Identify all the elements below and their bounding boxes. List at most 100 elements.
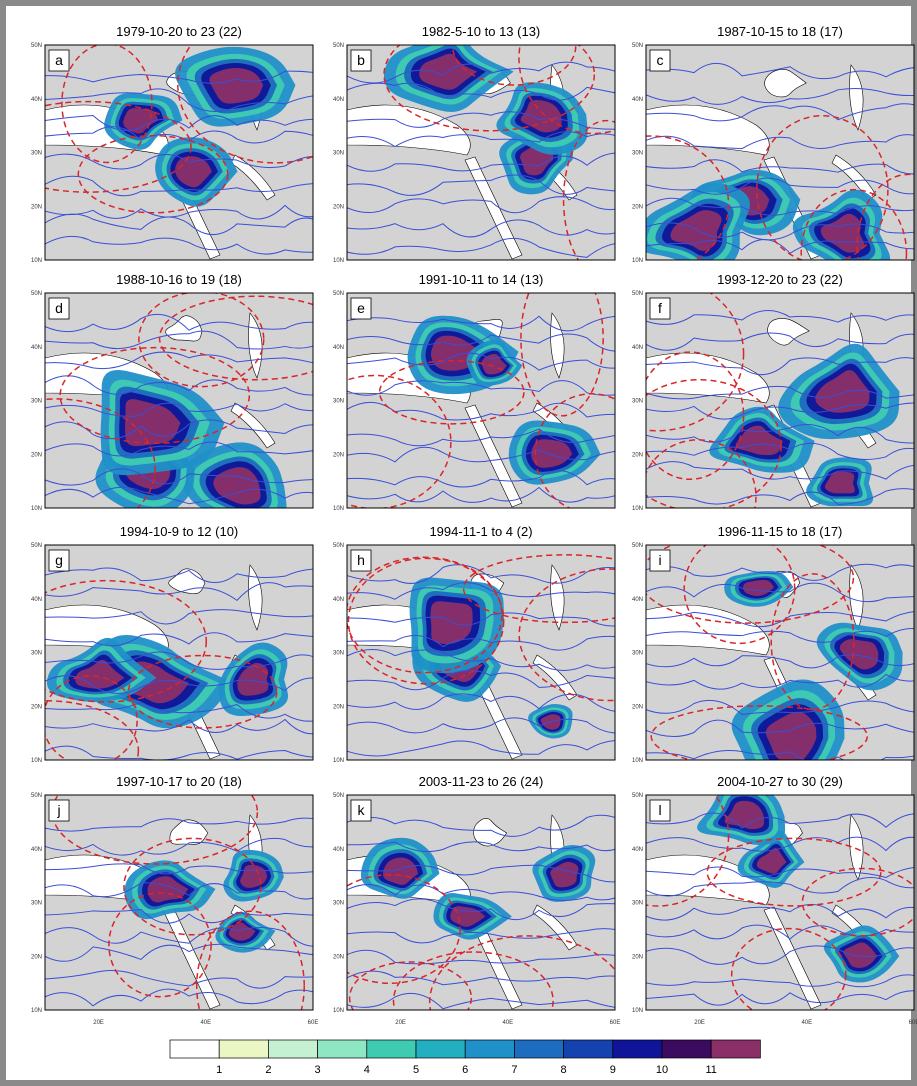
- lon-label: 60E: [909, 1020, 917, 1026]
- lat-label: 30N: [31, 151, 42, 157]
- figure: 1979-10-20 to 23 (22)a50N40N30N20N10N198…: [0, 0, 917, 1086]
- lat-label: 30N: [333, 399, 344, 405]
- colorbar-box: [268, 1040, 317, 1058]
- lon-label: 20E: [395, 1020, 406, 1026]
- colorbar-label: 10: [656, 1064, 668, 1076]
- map-panel: [639, 533, 917, 794]
- panel-title: 1994-11-1 to 4 (2): [429, 524, 532, 539]
- lat-label: 40N: [31, 345, 42, 351]
- lon-label: 20E: [694, 1020, 705, 1026]
- colorbar-label: 7: [511, 1064, 517, 1076]
- panel-title: 2004-10-27 to 30 (29): [717, 774, 843, 789]
- lat-label: 20N: [31, 954, 42, 960]
- colorbar-label: 5: [413, 1064, 419, 1076]
- lat-label: 40N: [333, 345, 344, 351]
- lat-label: 40N: [31, 97, 42, 103]
- panel-letter: b: [357, 52, 365, 68]
- lat-label: 50N: [333, 543, 344, 549]
- lat-label: 40N: [333, 847, 344, 853]
- lat-label: 30N: [333, 151, 344, 157]
- lat-label: 10N: [333, 758, 344, 764]
- lat-label: 20N: [632, 704, 643, 710]
- panel-title: 1988-10-16 to 19 (18): [116, 272, 242, 287]
- lat-label: 10N: [333, 258, 344, 264]
- lat-label: 10N: [31, 758, 42, 764]
- lat-label: 50N: [632, 43, 643, 49]
- panel-letter: a: [55, 52, 63, 68]
- lat-label: 40N: [632, 847, 643, 853]
- lat-label: 50N: [333, 291, 344, 297]
- lat-label: 10N: [632, 758, 643, 764]
- lat-label: 30N: [632, 151, 643, 157]
- lat-label: 10N: [31, 506, 42, 512]
- colorbar-label: 1: [216, 1064, 222, 1076]
- colorbar-box: [416, 1040, 465, 1058]
- panel-letter: j: [56, 802, 60, 818]
- colorbar-box: [514, 1040, 563, 1058]
- panel-title: 1993-12-20 to 23 (22): [717, 272, 843, 287]
- lat-label: 40N: [632, 97, 643, 103]
- lat-label: 20N: [333, 954, 344, 960]
- panel-letter: e: [357, 300, 365, 316]
- lat-label: 30N: [632, 901, 643, 907]
- lat-label: 10N: [632, 1008, 643, 1014]
- colorbar-box: [367, 1040, 416, 1058]
- lat-label: 20N: [31, 204, 42, 210]
- lat-label: 50N: [31, 43, 42, 49]
- lat-label: 10N: [333, 1008, 344, 1014]
- lat-label: 20N: [333, 704, 344, 710]
- panel-letter: i: [658, 552, 661, 568]
- panel-title: 1994-10-9 to 12 (10): [120, 524, 239, 539]
- lon-label: 40E: [502, 1020, 513, 1026]
- colorbar-box: [613, 1040, 662, 1058]
- colorbar-box: [170, 1040, 219, 1058]
- lat-label: 20N: [632, 204, 643, 210]
- panel-title: 1982-5-10 to 13 (13): [422, 24, 541, 39]
- panel-title: 1987-10-15 to 18 (17): [717, 24, 843, 39]
- lat-label: 50N: [333, 43, 344, 49]
- lat-label: 50N: [632, 793, 643, 799]
- lat-label: 30N: [632, 651, 643, 657]
- colorbar-box: [564, 1040, 613, 1058]
- lat-label: 30N: [632, 399, 643, 405]
- colorbar-label: 4: [364, 1064, 370, 1076]
- panel-title: 2003-11-23 to 26 (24): [419, 774, 544, 789]
- lon-label: 40E: [200, 1020, 211, 1026]
- panel-letter: k: [358, 802, 366, 818]
- lat-label: 10N: [333, 506, 344, 512]
- lat-label: 30N: [31, 651, 42, 657]
- panel-letter: l: [658, 802, 661, 818]
- lat-label: 50N: [31, 793, 42, 799]
- panel-title: 1997-10-17 to 20 (18): [116, 774, 242, 789]
- lat-label: 30N: [31, 901, 42, 907]
- colorbar-label: 9: [610, 1064, 616, 1076]
- map-panel: [0, 292, 351, 538]
- lat-label: 50N: [31, 543, 42, 549]
- lat-label: 50N: [632, 291, 643, 297]
- colorbar-box: [465, 1040, 514, 1058]
- lat-label: 50N: [632, 543, 643, 549]
- lat-label: 20N: [333, 452, 344, 458]
- colorbar-label: 8: [561, 1064, 567, 1076]
- colorbar-box: [219, 1040, 268, 1058]
- lat-label: 40N: [333, 597, 344, 603]
- panel-title: 1996-11-15 to 18 (17): [718, 524, 843, 539]
- lat-label: 30N: [333, 901, 344, 907]
- colorbar-box: [711, 1040, 760, 1058]
- lon-label: 60E: [610, 1020, 621, 1026]
- lat-label: 20N: [31, 704, 42, 710]
- panel-letter: h: [357, 552, 365, 568]
- panel-title: 1991-10-11 to 14 (13): [419, 272, 544, 287]
- lon-label: 40E: [801, 1020, 812, 1026]
- colorbar-label: 6: [462, 1064, 468, 1076]
- lat-label: 40N: [31, 847, 42, 853]
- colorbar-label: 3: [315, 1064, 321, 1076]
- lat-label: 50N: [333, 793, 344, 799]
- colorbar-label: 2: [265, 1064, 271, 1076]
- lon-label: 20E: [93, 1020, 104, 1026]
- colorbar-box: [318, 1040, 367, 1058]
- panel-letter: d: [55, 300, 63, 316]
- lat-label: 10N: [632, 258, 643, 264]
- lat-label: 40N: [31, 597, 42, 603]
- lat-label: 20N: [632, 452, 643, 458]
